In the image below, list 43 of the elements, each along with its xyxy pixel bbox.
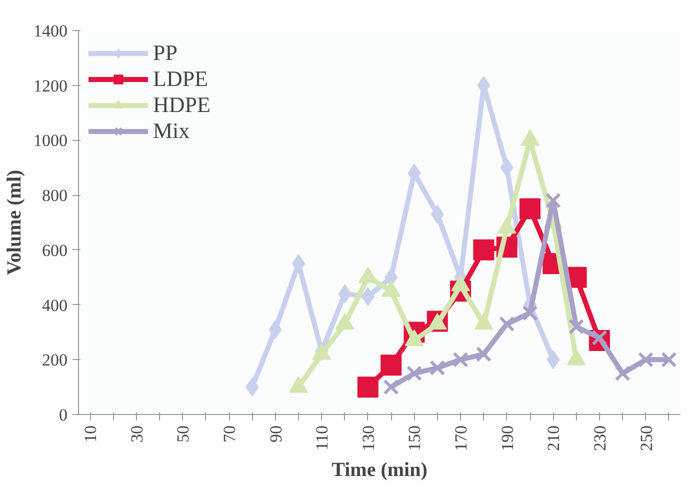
point [545, 192, 562, 208]
point [520, 198, 540, 220]
x-axis-title: Time (min) [332, 459, 428, 481]
point [357, 376, 378, 398]
y-tick-label: 1200 [34, 76, 68, 96]
y-axis-title: Volume (ml) [4, 170, 26, 276]
x-tick-label: 190 [498, 426, 517, 451]
y-tick-label: 800 [42, 186, 68, 206]
point [452, 352, 468, 368]
y-tick-label: 1400 [34, 22, 68, 40]
point [568, 318, 584, 335]
x-tick-label: 50 [174, 426, 193, 442]
point [430, 360, 446, 376]
legend-label: Mix [153, 118, 190, 144]
y-tick-label: 600 [42, 240, 68, 260]
legend-label: LDPE [153, 66, 208, 92]
x-tick-label: 210 [544, 426, 564, 451]
legend-label: HDPE [153, 92, 210, 118]
point [498, 316, 515, 332]
x-tick-label: 90 [266, 426, 286, 442]
y-tick-label: 0 [59, 406, 68, 424]
x-tick-label: 150 [405, 426, 424, 451]
x-tick-label: 170 [452, 426, 471, 451]
point [406, 365, 422, 382]
y-tick-label: 400 [42, 296, 68, 315]
x-tick-label: 130 [358, 426, 378, 451]
point [476, 346, 492, 362]
x-tick-label: 70 [220, 426, 239, 442]
y-tick-label: 200 [42, 350, 68, 370]
legend-label: PP [153, 40, 178, 66]
point [380, 354, 402, 376]
x-tick-label: 30 [127, 426, 146, 442]
x-tick-label: 250 [636, 426, 656, 451]
x-tick-label: 10 [81, 426, 100, 442]
point [661, 352, 677, 368]
point [638, 352, 654, 368]
x-tick-label: 110 [312, 425, 332, 450]
y-tick-label: 1000 [34, 131, 68, 150]
point [522, 305, 538, 321]
point [383, 379, 399, 395]
point [473, 239, 494, 260]
point [614, 365, 630, 382]
x-tick-label: 230 [590, 426, 610, 451]
